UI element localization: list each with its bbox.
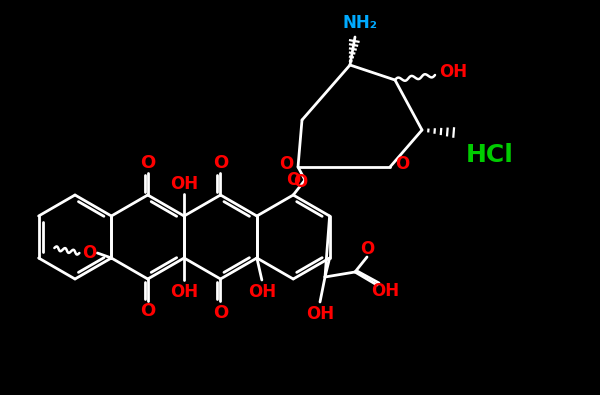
Text: OH: OH (248, 283, 276, 301)
Text: OH: OH (170, 283, 198, 301)
Text: O: O (360, 240, 374, 258)
Text: OH: OH (439, 63, 467, 81)
Text: O: O (395, 155, 409, 173)
Text: OH: OH (170, 175, 198, 193)
Text: O: O (213, 304, 228, 322)
Text: O: O (82, 244, 97, 262)
Text: O: O (140, 302, 155, 320)
Text: OH: OH (306, 305, 334, 323)
Text: O: O (140, 154, 155, 172)
Text: O: O (286, 171, 301, 189)
Text: OH: OH (371, 282, 399, 300)
Text: O: O (279, 155, 293, 173)
Text: O: O (293, 173, 307, 191)
Text: HCl: HCl (466, 143, 514, 167)
Text: O: O (213, 154, 228, 172)
Text: NH₂: NH₂ (343, 14, 377, 32)
